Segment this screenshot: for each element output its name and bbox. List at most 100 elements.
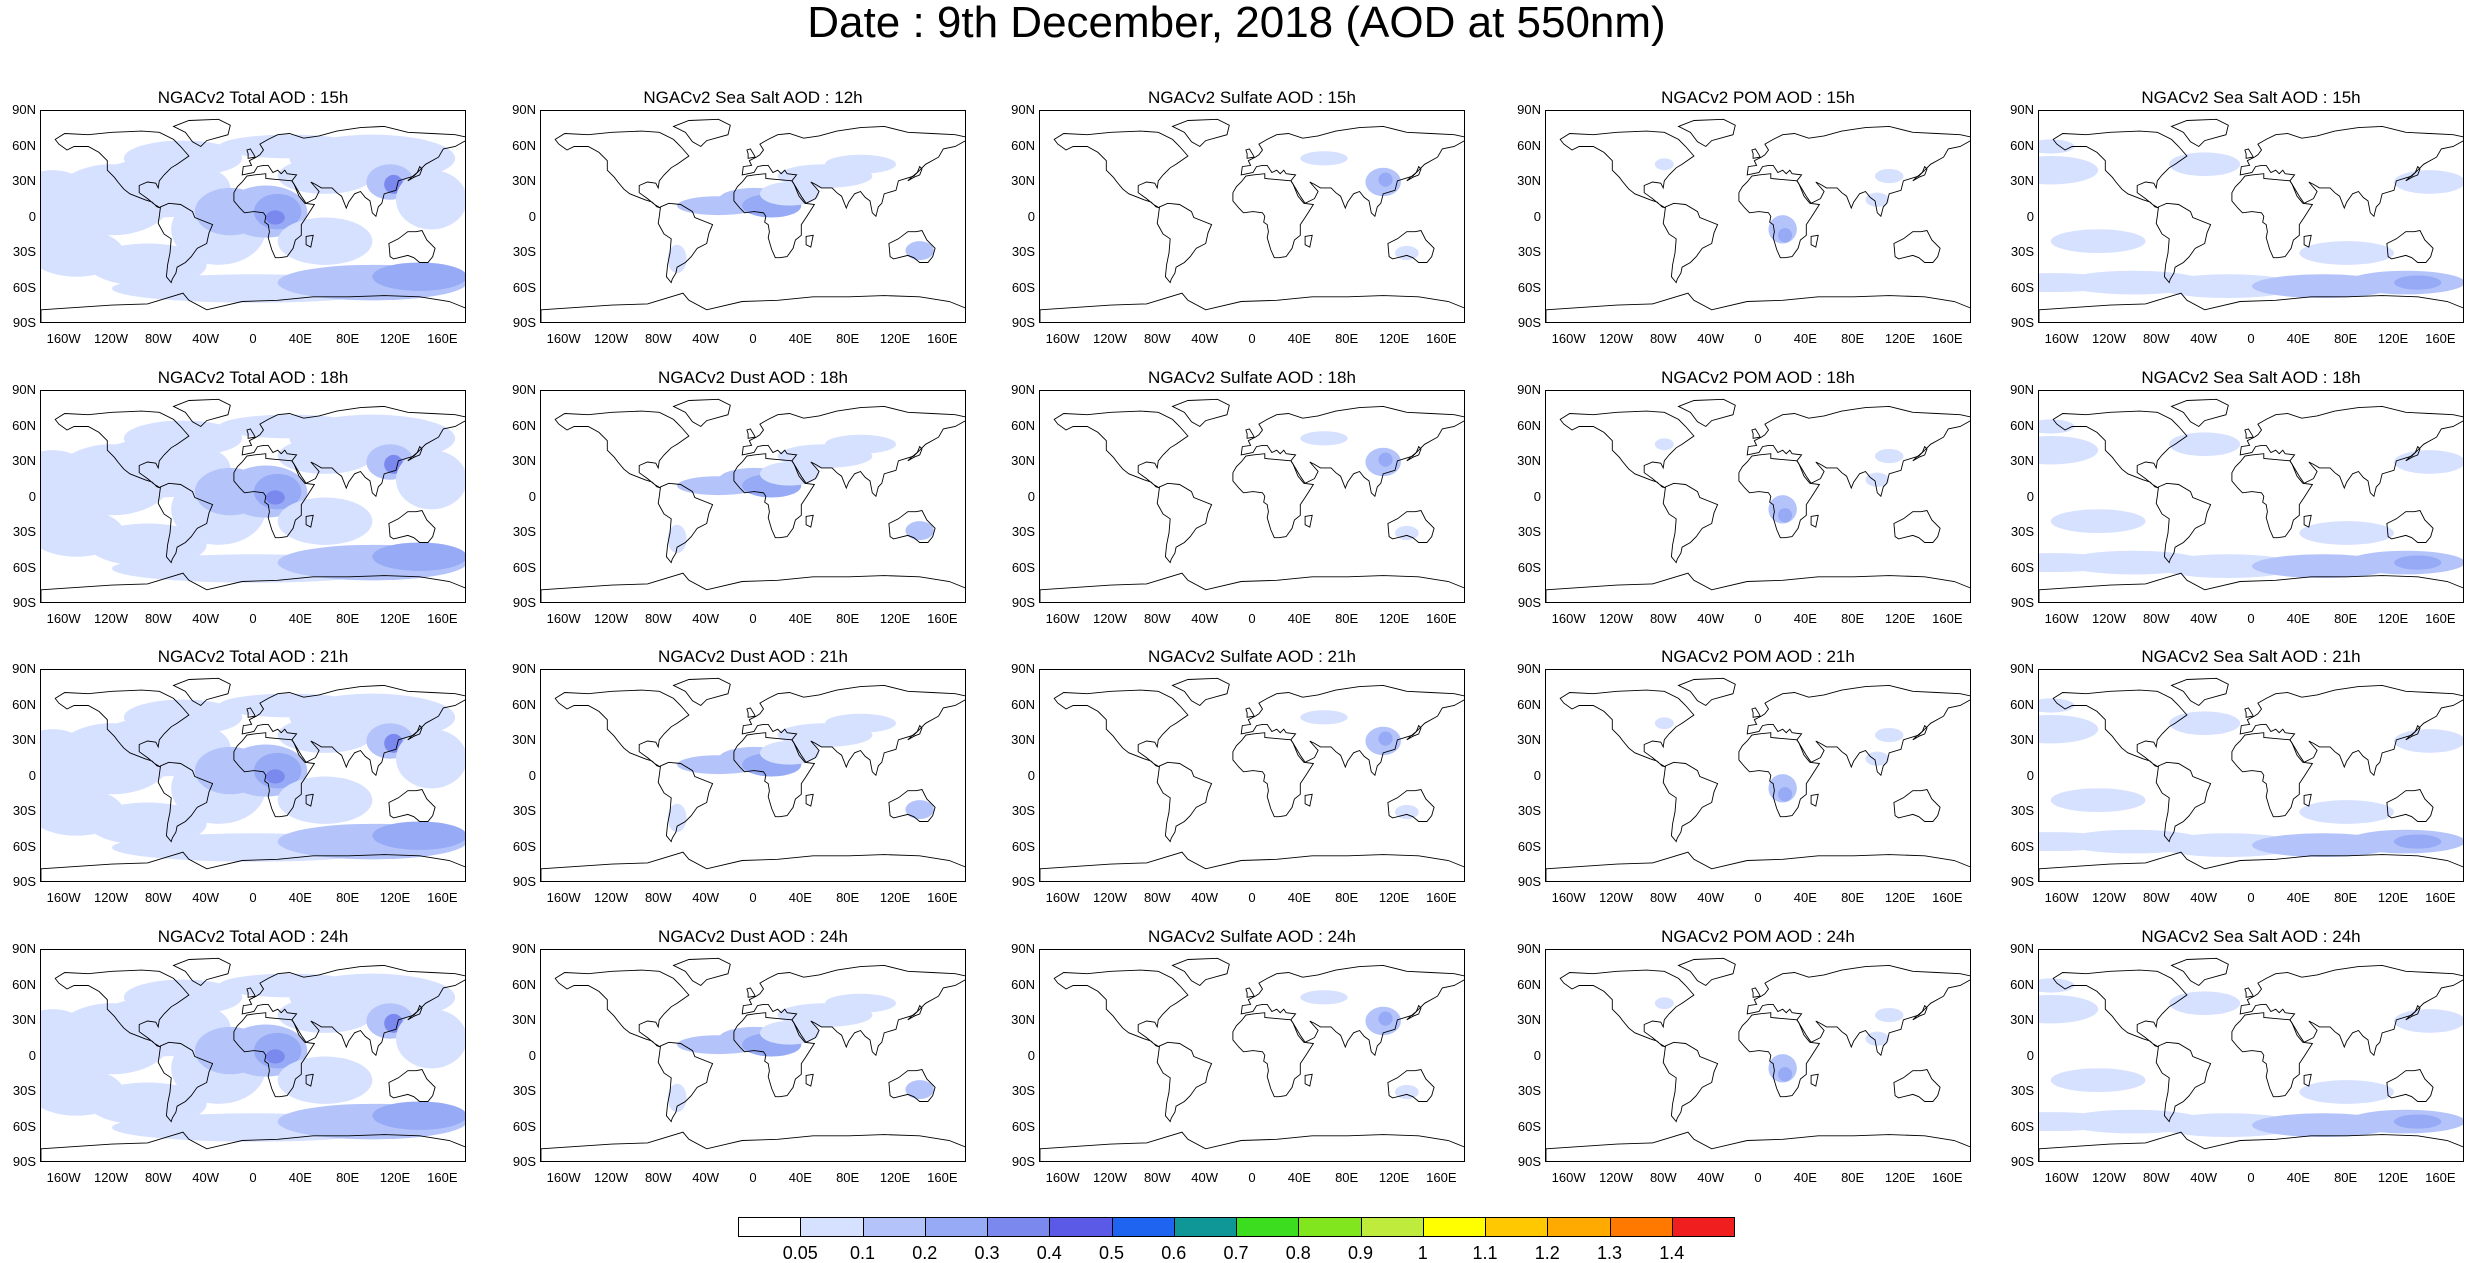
latitude-tick-label: 30N — [2010, 732, 2034, 747]
latitude-tick-label: 60N — [12, 417, 36, 433]
longitude-tick-label: 80W — [1649, 890, 1677, 905]
latitude-tick-label: 0 — [2026, 488, 2034, 504]
longitude-tick-label: 40W — [192, 611, 220, 626]
map-panel: NGACv2 Total AOD : 21h 90N 60N 30N 0 30S 60S 90… — [0, 647, 500, 917]
map-panel: NGACv2 POM AOD : 15h 90N 60N 30N 0 30S 60S 90S 1… — [1505, 88, 2005, 358]
coastline-greenland — [1677, 957, 1736, 987]
coastline-madagascar — [805, 514, 814, 528]
coastline-greenland — [172, 118, 231, 148]
coastline-uk — [1751, 428, 1761, 439]
latitude-tick-label: 90N — [1517, 382, 1541, 397]
panel-title: NGACv2 Sulfate AOD : 15h — [1148, 88, 1356, 107]
coastline-uk — [2244, 987, 2254, 998]
latitude-tick-label: 30N — [1517, 453, 1541, 468]
aod-shading — [2394, 170, 2463, 194]
longitude-tick-label: 120W — [1093, 890, 1127, 905]
world-map — [40, 669, 466, 882]
coastline-antarctica — [1546, 1131, 1970, 1161]
longitude-tick-label: 120W — [2092, 890, 2126, 905]
aod-shading — [1777, 787, 1793, 802]
coastline-greenland — [172, 398, 231, 428]
coastline-japan — [1912, 165, 1928, 182]
coastline-eurasia — [1746, 964, 1970, 1057]
longitude-tick-label: 120E — [2377, 1170, 2409, 1185]
longitude-tick-label: 120W — [94, 331, 128, 346]
latitude-tick-label: 60N — [512, 417, 536, 433]
latitude-tick-label: 90N — [1011, 102, 1035, 117]
aod-shading — [277, 997, 373, 1033]
longitude-tick-label: 40E — [788, 611, 812, 626]
coastline-australia — [888, 509, 936, 543]
longitude-tick-label: 80W — [2142, 890, 2170, 905]
aod-shading — [372, 542, 465, 571]
aod-shading — [1395, 245, 1419, 261]
coastline-uk — [246, 987, 256, 998]
longitude-tick-label: 40E — [288, 331, 312, 346]
longitude-tick-label: 120E — [2377, 611, 2409, 626]
aod-shading — [88, 243, 207, 287]
latitude-tick-label: 30S — [1517, 1083, 1541, 1098]
map-canvas — [1040, 398, 1464, 602]
aod-shading — [396, 450, 465, 510]
coastline-australia — [1893, 509, 1941, 543]
longitude-tick-label: 160W — [546, 611, 581, 626]
coastline-africa — [1232, 1012, 1315, 1098]
coastline-japan — [2405, 724, 2421, 741]
latitude-tick-label: 30N — [1011, 732, 1035, 747]
coastline-africa — [1232, 453, 1315, 539]
longitude-tick-label: 160E — [427, 611, 458, 626]
longitude-tick-label: 40E — [2286, 1170, 2310, 1185]
latitude-tick-label: 60N — [2010, 137, 2034, 153]
longitude-tick-label: 120E — [1884, 611, 1916, 626]
latitude-tick-label: 30N — [2010, 1012, 2034, 1027]
aod-shading — [1874, 168, 1904, 184]
longitude-tick-label: 40E — [788, 331, 812, 346]
longitude-tick-label: 80E — [336, 890, 360, 905]
world-map — [2038, 949, 2464, 1162]
world-map — [540, 390, 966, 603]
longitude-tick-label: 40E — [2286, 611, 2310, 626]
longitude-tick-label: 40E — [1287, 890, 1311, 905]
coastline-south-america — [1156, 202, 1213, 284]
longitude-tick-label: 160W — [2044, 890, 2079, 905]
coastline-madagascar — [305, 234, 314, 248]
aod-shading — [2394, 450, 2463, 474]
coastline-north-america — [1559, 130, 1695, 209]
coastline-uk — [1245, 707, 1255, 718]
longitude-tick-label: 160E — [1932, 890, 1963, 905]
latitude-tick-label: 0 — [2026, 767, 2034, 783]
longitude-tick-label: 80E — [1841, 611, 1865, 626]
coastline-north-america — [2052, 689, 2188, 768]
colorbar-tick-label: 0.1 — [849, 1243, 876, 1263]
longitude-tick-label: 120W — [1093, 611, 1127, 626]
longitude-tick-label: 120E — [1884, 1170, 1916, 1185]
coastline-madagascar — [1810, 514, 1819, 528]
world-map — [2038, 390, 2464, 603]
coastline-africa — [233, 732, 316, 818]
colorbar-tick-label: 1.1 — [1472, 1243, 1498, 1263]
coastline-madagascar — [805, 793, 814, 807]
aod-shading — [218, 134, 361, 159]
aod-shading — [2169, 152, 2241, 177]
coastline-greenland — [1171, 957, 1230, 987]
world-map — [540, 949, 966, 1162]
latitude-tick-label: 0 — [1027, 208, 1035, 224]
aod-shading — [1378, 452, 1393, 467]
colorbar-swatch — [1422, 1217, 1486, 1237]
coastline-south-america — [2155, 202, 2212, 284]
coastline-australia — [2386, 509, 2434, 543]
panel-title: NGACv2 Total AOD : 24h — [157, 927, 349, 946]
longitude-tick-label: 40W — [692, 611, 720, 626]
longitude-tick-label: 80E — [1841, 1170, 1865, 1185]
longitude-tick-label: 80W — [144, 1170, 172, 1185]
world-map — [1039, 669, 1465, 882]
map-canvas — [41, 957, 465, 1161]
coastline-africa — [1738, 173, 1821, 259]
longitude-tick-label: 40E — [788, 890, 812, 905]
coastline-south-america — [1662, 202, 1719, 284]
longitude-tick-label: 0 — [249, 1170, 257, 1185]
longitude-tick-label: 120E — [379, 1170, 411, 1185]
coastline-north-america — [54, 130, 190, 209]
latitude-tick-label: 0 — [28, 767, 36, 783]
coastline-eurasia — [241, 964, 465, 1057]
